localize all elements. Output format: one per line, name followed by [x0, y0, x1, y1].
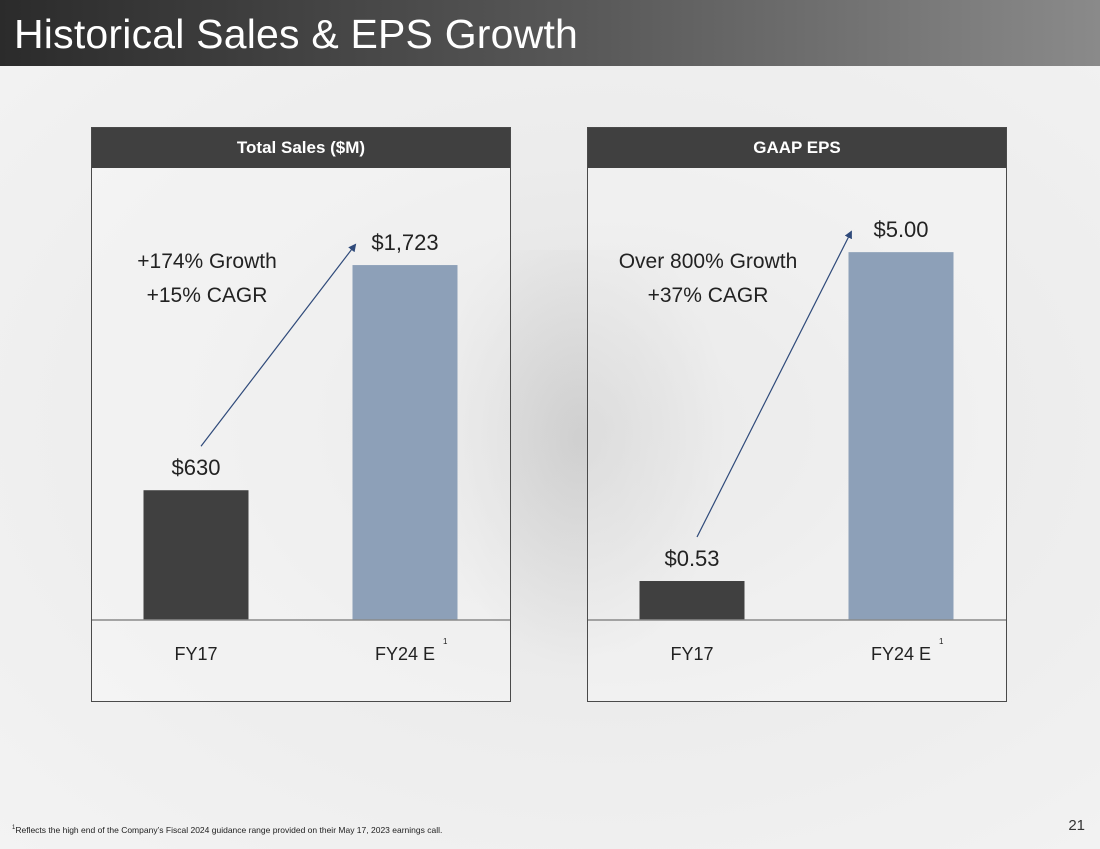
bar-fy17	[143, 490, 249, 620]
growth-annotation: Over 800% Growth	[619, 250, 798, 273]
growth-annotation: +174% Growth	[137, 250, 277, 273]
growth-arrow	[200, 243, 357, 447]
growth-annotation: +15% CAGR	[147, 284, 268, 307]
x-tick-label: FY17	[174, 644, 217, 664]
bar-fy24-e	[848, 252, 954, 620]
footnote-text: Reflects the high end of the Company’s F…	[15, 825, 443, 835]
data-label: $5.00	[873, 217, 928, 242]
title-bar: Historical Sales & EPS Growth	[0, 0, 1100, 66]
eps-chart-title: GAAP EPS	[588, 128, 1006, 168]
growth-arrow	[696, 230, 852, 538]
bar-fy24-e	[352, 265, 458, 620]
sales-chart-title: Total Sales ($M)	[92, 128, 510, 168]
growth-annotation: +37% CAGR	[648, 284, 769, 307]
page-number: 21	[1068, 817, 1085, 834]
data-label: $1,723	[371, 230, 438, 255]
eps-chart-panel: GAAP EPS $0.53 FY17 $5.00 FY24 E 1 Over 800% …	[587, 127, 1007, 702]
bar-fy17	[639, 581, 745, 620]
x-tick-label: FY24 E	[375, 644, 435, 664]
eps-chart: $0.53 FY17 $5.00 FY24 E 1 Over 800% Growth +37…	[588, 217, 1006, 664]
data-label: $630	[172, 455, 221, 480]
x-tick-label: FY24 E	[871, 644, 931, 664]
x-tick-label: FY17	[670, 644, 713, 664]
data-label: $0.53	[664, 546, 719, 571]
page-title: Historical Sales & EPS Growth	[14, 11, 579, 57]
footnote: 1Reflects the high end of the Company’s …	[12, 825, 442, 835]
sales-chart-panel: Total Sales ($M) $630 FY17 $1,723 FY24 E 1 +1…	[91, 127, 511, 702]
footnote-marker: 1	[12, 825, 16, 832]
sales-chart: $630 FY17 $1,723 FY24 E 1 +174% Growth +15% CA…	[92, 230, 510, 664]
x-tick-superscript: 1	[939, 637, 944, 646]
x-tick-superscript: 1	[443, 637, 448, 646]
